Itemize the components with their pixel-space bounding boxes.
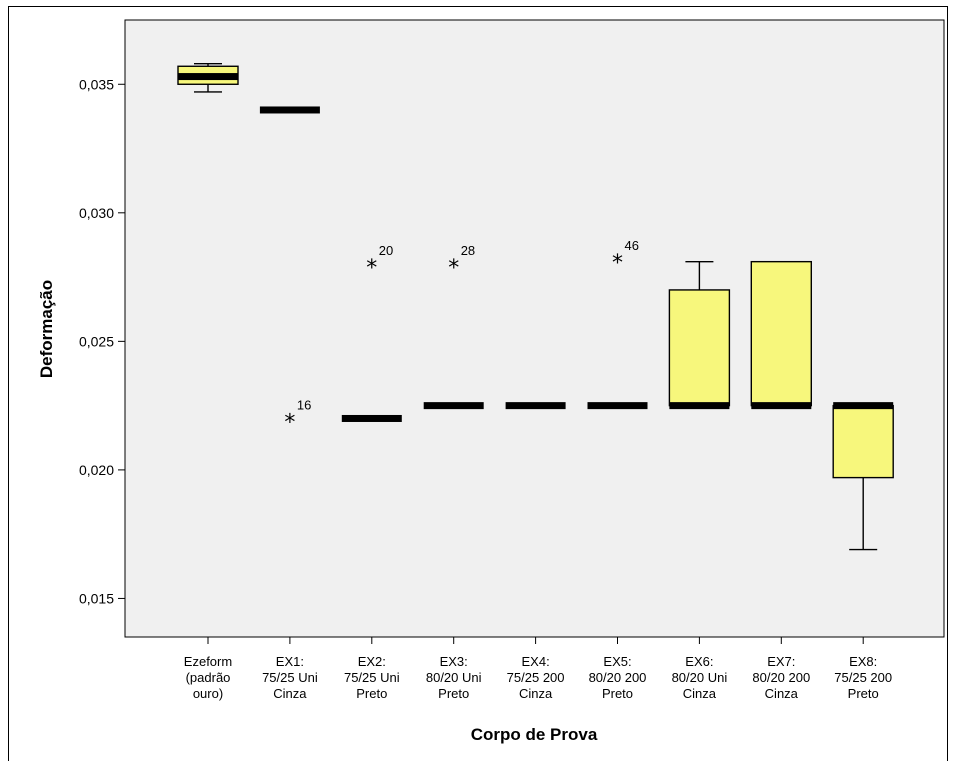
box bbox=[750, 260, 812, 407]
median-line bbox=[505, 402, 566, 410]
median-line bbox=[178, 73, 238, 81]
category-label: EX1: 75/25 Uni Cinza bbox=[262, 654, 318, 701]
box bbox=[668, 289, 731, 407]
median-line bbox=[259, 106, 320, 114]
box-group: *28 bbox=[423, 243, 484, 410]
category-label: EX5: 80/20 200 Preto bbox=[589, 654, 647, 701]
boxes: *16*20*28*46 bbox=[177, 63, 894, 551]
outlier-marker: * bbox=[284, 410, 295, 435]
plot-area bbox=[124, 19, 945, 638]
category-label: EX7: 80/20 200 Cinza bbox=[752, 654, 810, 701]
category-label: EX4: 75/25 200 Cinza bbox=[507, 654, 565, 701]
box-group: *20 bbox=[341, 243, 402, 422]
y-tick-label: 0,030 bbox=[79, 205, 114, 221]
category-label: EX2: 75/25 Uni Preto bbox=[344, 654, 400, 701]
median-line bbox=[341, 414, 402, 422]
y-tick-label: 0,025 bbox=[79, 333, 114, 349]
outlier-label: 16 bbox=[297, 397, 311, 412]
y-axis: 0,015 0,020 0,025 0,030 0,035 bbox=[79, 76, 125, 606]
chart-frame bbox=[8, 6, 948, 761]
category-label: Ezeform (padrão ouro) bbox=[184, 654, 232, 701]
y-axis-title: Deformação bbox=[37, 280, 56, 378]
box-group bbox=[505, 402, 566, 410]
y-tick-label: 0,035 bbox=[79, 76, 114, 92]
outlier-marker: * bbox=[448, 256, 459, 281]
outlier-label: 28 bbox=[461, 243, 475, 258]
median-line bbox=[751, 402, 812, 410]
category-label: EX3: 80/20 Uni Preto bbox=[426, 654, 482, 701]
category-label: EX6: 80/20 Uni Cinza bbox=[672, 654, 728, 701]
median-line bbox=[833, 402, 894, 410]
box-group: *16 bbox=[259, 106, 320, 435]
box-group: *46 bbox=[587, 238, 648, 410]
median-line bbox=[669, 402, 730, 410]
category-label: EX8: 75/25 200 Preto bbox=[834, 654, 892, 701]
outlier-marker: * bbox=[366, 256, 377, 281]
outlier-label: 46 bbox=[625, 238, 639, 253]
y-tick-label: 0,020 bbox=[79, 462, 114, 478]
median-line bbox=[423, 402, 484, 410]
box-group bbox=[177, 63, 239, 93]
outlier-marker: * bbox=[612, 251, 623, 276]
x-axis: Ezeform (padrão ouro) EX1: 75/25 Uni Cinza EX2… bbox=[184, 637, 892, 701]
box-group bbox=[668, 260, 731, 410]
y-tick-label: 0,015 bbox=[79, 590, 114, 606]
outlier-label: 20 bbox=[379, 243, 393, 258]
box-group bbox=[750, 260, 812, 410]
box-group bbox=[832, 402, 894, 551]
x-axis-title: Corpo de Prova bbox=[471, 725, 598, 744]
median-line bbox=[587, 402, 648, 410]
box bbox=[832, 404, 894, 479]
